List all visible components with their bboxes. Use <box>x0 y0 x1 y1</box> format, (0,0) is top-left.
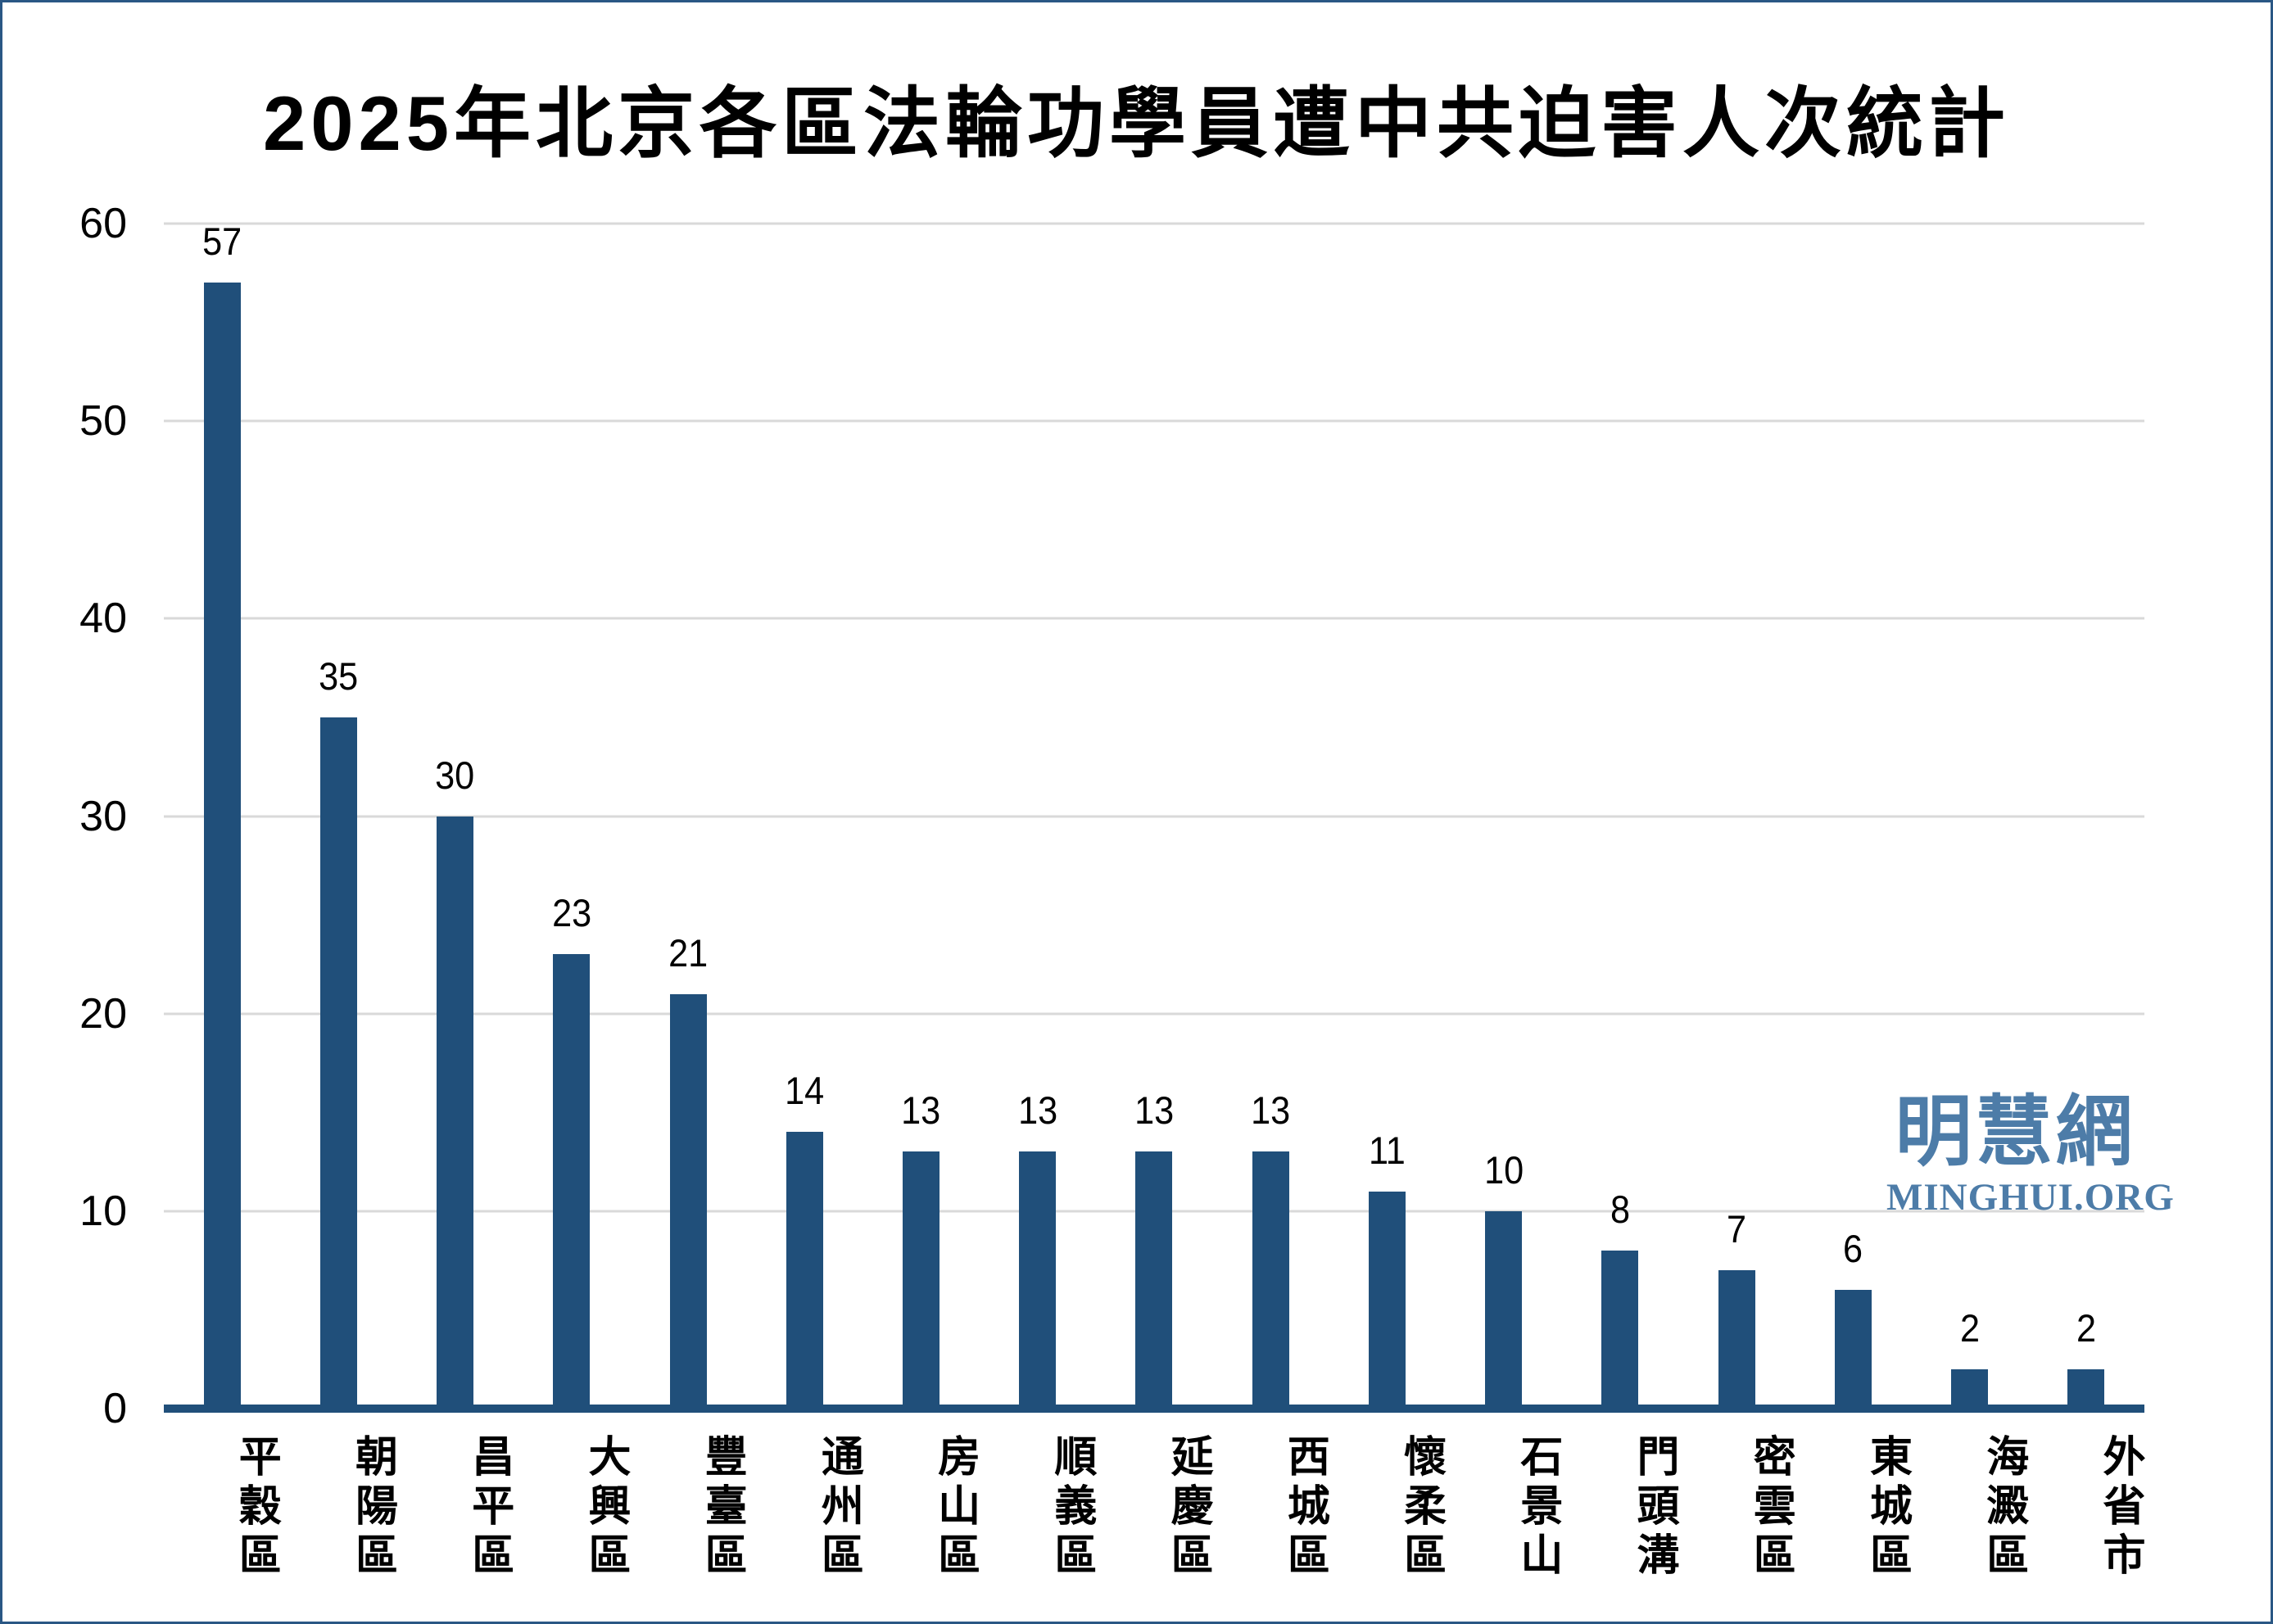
x-axis: 平穀區 朝陽區 昌平區 大興區 豐臺區 通州區 房山區 順義區 延慶區 西城區 懷柔區 石景山 門頭溝 密… <box>164 1434 2144 1581</box>
bar-value-label: 13 <box>1134 1088 1175 1133</box>
bars-container: 57 35 30 23 21 14 13 13 13 13 11 10 8 7 6 2 2 <box>164 222 2144 1409</box>
bar <box>1485 1210 1523 1409</box>
bar-slot: 10 <box>1446 1151 1562 1409</box>
bar <box>2067 1368 2105 1409</box>
x-tick-label: 海澱區 <box>1979 1434 2027 1581</box>
bar-value-label: 6 <box>1843 1227 1863 1271</box>
bar-value-label: 13 <box>1251 1088 1291 1133</box>
bar-slot: 13 <box>980 1091 1096 1409</box>
bar-value-label: 2 <box>1959 1305 1980 1350</box>
bar-slot: 2 <box>2028 1309 2144 1409</box>
bar-slot: 35 <box>280 657 396 1409</box>
minghui-logo-latin: MINGHUI.ORG <box>1886 1176 2175 1219</box>
gridline <box>164 617 2144 620</box>
plot-area: 57 35 30 23 21 14 13 13 13 13 11 10 8 7 6 2 2 <box>164 222 2144 1413</box>
y-tick-label: 40 <box>79 595 127 643</box>
bar-value-label: 21 <box>668 930 709 975</box>
bar <box>1601 1251 1639 1409</box>
bar-slot: 30 <box>396 756 513 1409</box>
bar <box>319 717 357 1409</box>
bar-slot: 13 <box>1212 1091 1329 1409</box>
bar <box>1951 1368 1989 1409</box>
bar-value-label: 7 <box>1727 1207 1747 1251</box>
bar-value-label: 10 <box>1483 1147 1524 1192</box>
x-tick-label: 門頭溝 <box>1630 1434 1678 1581</box>
minghui-logo-cjk: 明慧網 <box>1895 1088 2136 1174</box>
x-tick-label: 豐臺區 <box>698 1434 746 1581</box>
bar-slot: 8 <box>1562 1190 1678 1409</box>
bar <box>1718 1270 1755 1409</box>
bar-slot: 21 <box>630 934 746 1409</box>
x-tick-label: 大興區 <box>581 1434 629 1581</box>
bar <box>1135 1151 1173 1409</box>
x-tick-label: 西城區 <box>1280 1434 1329 1581</box>
y-tick-label: 10 <box>79 1187 127 1235</box>
x-tick-label: 密雲區 <box>1746 1434 1795 1581</box>
gridline <box>164 1012 2144 1016</box>
bar <box>1834 1290 1872 1409</box>
x-tick-label: 石景山 <box>1513 1434 1561 1581</box>
bar-value-label: 30 <box>435 753 475 797</box>
bar-slot: 13 <box>863 1091 979 1409</box>
bar-value-label: 13 <box>1017 1088 1057 1133</box>
bar <box>553 954 591 1409</box>
x-tick-label: 房山區 <box>930 1434 979 1581</box>
x-tick-label: 東城區 <box>1863 1434 1911 1581</box>
bar-value-label: 35 <box>319 654 359 698</box>
bar-slot: 23 <box>514 893 630 1409</box>
bar-slot: 2 <box>1912 1309 2028 1409</box>
chart-title: 2025年北京各區法輪功學員遭中共迫害人次統計 <box>262 80 2011 166</box>
bar-value-label: 2 <box>2076 1305 2096 1350</box>
bar-slot: 7 <box>1678 1210 1795 1409</box>
minghui-watermark: 明慧網 MINGHUI.ORG <box>1886 1088 2175 1219</box>
y-tick-label: 0 <box>103 1385 127 1432</box>
y-tick-label: 50 <box>79 397 127 446</box>
bar-value-label: 11 <box>1369 1128 1406 1172</box>
bar <box>437 816 474 1409</box>
bar-slot: 14 <box>746 1071 863 1409</box>
bar-slot: 13 <box>1096 1091 1212 1409</box>
gridline <box>164 222 2144 225</box>
y-tick-label: 30 <box>79 792 127 840</box>
bar-slot: 57 <box>164 222 280 1409</box>
bar <box>1368 1191 1406 1409</box>
x-tick-label: 外省市 <box>2095 1434 2144 1581</box>
bar-value-label: 14 <box>785 1069 825 1113</box>
bar <box>669 993 707 1409</box>
bar <box>1019 1151 1057 1409</box>
gridline <box>164 815 2144 817</box>
bar-value-label: 23 <box>551 891 591 935</box>
x-tick-label: 朝陽區 <box>348 1434 396 1581</box>
x-tick-label: 平穀區 <box>232 1434 280 1581</box>
y-tick-label: 60 <box>79 200 127 247</box>
bar-slot: 6 <box>1795 1229 1911 1409</box>
x-tick-label: 昌平區 <box>464 1434 513 1581</box>
bar-value-label: 57 <box>202 219 242 264</box>
x-tick-label: 懷柔區 <box>1397 1434 1445 1581</box>
bar-value-label: 13 <box>901 1088 941 1133</box>
bar <box>786 1132 823 1409</box>
x-tick-label: 通州區 <box>814 1434 863 1581</box>
x-axis-line <box>164 1405 2144 1413</box>
bar-value-label: 8 <box>1610 1187 1630 1232</box>
y-axis: 0 10 20 30 40 50 60 <box>35 202 127 1430</box>
bar <box>1252 1151 1289 1409</box>
bar <box>203 283 241 1409</box>
x-tick-label: 延慶區 <box>1164 1434 1212 1581</box>
x-tick-label: 順義區 <box>1047 1434 1095 1581</box>
bar-slot: 11 <box>1329 1131 1445 1409</box>
bar <box>903 1151 940 1409</box>
gridline <box>164 419 2144 423</box>
y-tick-label: 20 <box>79 989 127 1038</box>
